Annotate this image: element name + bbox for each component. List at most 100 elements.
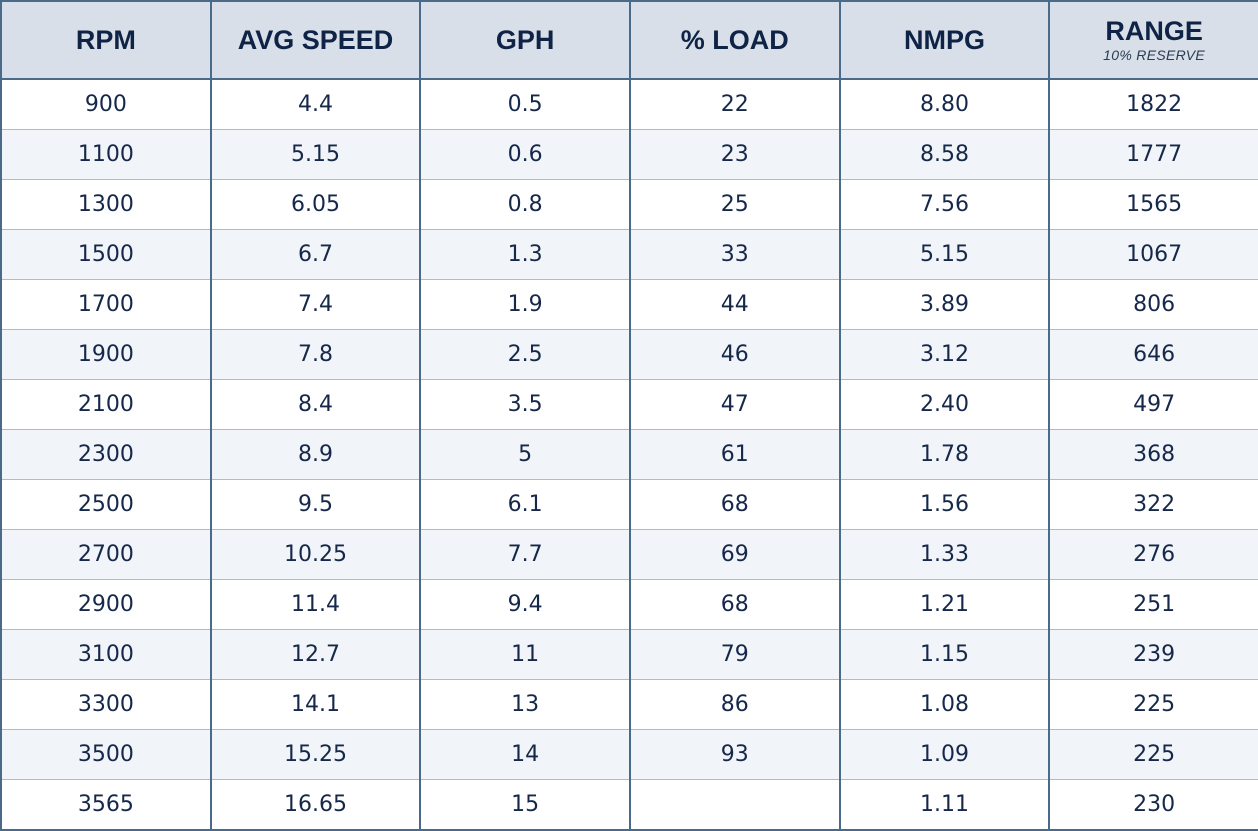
table-cell: 1.9 <box>419 279 631 330</box>
table-cell: 7.8 <box>209 329 422 380</box>
column-header-label: NMPG <box>903 24 985 55</box>
table-cell: 3500 <box>0 729 212 780</box>
table-cell: 3.12 <box>838 329 1051 380</box>
table-cell: 3.89 <box>838 279 1051 330</box>
table-cell: 1.15 <box>838 629 1051 680</box>
table-cell: 276 <box>1048 529 1258 580</box>
table-cell: 3565 <box>0 779 212 831</box>
table-row: 1500 6.7 1.3 33 5.15 1067 <box>0 229 1258 280</box>
table-cell: 4.4 <box>209 79 422 130</box>
table-cell: 806 <box>1048 279 1258 330</box>
table-cell: 11 <box>419 629 631 680</box>
table-cell: 93 <box>628 729 841 780</box>
table-cell: 2.40 <box>838 379 1051 430</box>
table-cell: 1700 <box>0 279 212 330</box>
table-cell: 0.6 <box>419 129 631 180</box>
column-header-load: % LOAD <box>628 0 841 80</box>
table-cell: 6.1 <box>419 479 631 530</box>
table-row: 2100 8.4 3.5 47 2.40 497 <box>0 379 1258 430</box>
table-cell: 322 <box>1048 479 1258 530</box>
table-cell: 8.58 <box>838 129 1051 180</box>
table-cell <box>628 779 841 831</box>
column-header-gph: GPH <box>419 0 631 80</box>
table-cell: 1500 <box>0 229 212 280</box>
table-cell: 61 <box>628 429 841 480</box>
header-row: RPM AVG SPEED GPH % LOAD NMPG RANGE 10% RESERV… <box>0 0 1258 80</box>
table-cell: 8.9 <box>209 429 422 480</box>
table-cell: 1822 <box>1048 79 1258 130</box>
table-row: 1100 5.15 0.6 23 8.58 1777 <box>0 129 1258 180</box>
table-cell: 23 <box>628 129 841 180</box>
table-cell: 11.4 <box>209 579 422 630</box>
table-cell: 79 <box>628 629 841 680</box>
table-row: 2500 9.5 6.1 68 1.56 322 <box>0 479 1258 530</box>
table-cell: 1.3 <box>419 229 631 280</box>
table-cell: 7.7 <box>419 529 631 580</box>
column-header-label: RPM <box>75 24 136 55</box>
table-cell: 1.56 <box>838 479 1051 530</box>
table-cell: 6.05 <box>209 179 422 230</box>
table-cell: 1.08 <box>838 679 1051 730</box>
table-cell: 900 <box>0 79 212 130</box>
table-row: 1700 7.4 1.9 44 3.89 806 <box>0 279 1258 330</box>
table-cell: 251 <box>1048 579 1258 630</box>
column-header-avg-speed: AVG SPEED <box>209 0 422 80</box>
column-header-label: AVG SPEED <box>237 24 394 55</box>
table-row: 2700 10.25 7.7 69 1.33 276 <box>0 529 1258 580</box>
table-cell: 1.33 <box>838 529 1051 580</box>
table-cell: 1100 <box>0 129 212 180</box>
column-header-label: % LOAD <box>680 24 789 55</box>
table-cell: 1.11 <box>838 779 1051 831</box>
column-header-label: RANGE <box>1105 16 1203 46</box>
column-header-nmpg: NMPG <box>838 0 1051 80</box>
table-cell: 7.4 <box>209 279 422 330</box>
table-cell: 9.4 <box>419 579 631 630</box>
table-cell: 86 <box>628 679 841 730</box>
table-cell: 1900 <box>0 329 212 380</box>
table-cell: 25 <box>628 179 841 230</box>
column-header-label: GPH <box>495 24 555 55</box>
table-cell: 239 <box>1048 629 1258 680</box>
table-row: 3565 16.65 15 1.11 230 <box>0 779 1258 831</box>
table-cell: 368 <box>1048 429 1258 480</box>
table-cell: 3300 <box>0 679 212 730</box>
column-header-range: RANGE 10% RESERVE <box>1048 0 1258 80</box>
table-cell: 2700 <box>0 529 212 580</box>
table-cell: 15.25 <box>209 729 422 780</box>
table-cell: 14.1 <box>209 679 422 730</box>
table-cell: 22 <box>628 79 841 130</box>
table-cell: 1300 <box>0 179 212 230</box>
table-cell: 0.5 <box>419 79 631 130</box>
table-row: 3500 15.25 14 93 1.09 225 <box>0 729 1258 780</box>
table-body: 900 4.4 0.5 22 8.80 1822 1100 5.15 0.6 23 8.58 1777… <box>0 79 1258 831</box>
table-cell: 68 <box>628 579 841 630</box>
table-cell: 69 <box>628 529 841 580</box>
table-cell: 14 <box>419 729 631 780</box>
table-cell: 9.5 <box>209 479 422 530</box>
table-cell: 8.4 <box>209 379 422 430</box>
table-cell: 497 <box>1048 379 1258 430</box>
table-cell: 2500 <box>0 479 212 530</box>
table-cell: 33 <box>628 229 841 280</box>
table-row: 2900 11.4 9.4 68 1.21 251 <box>0 579 1258 630</box>
table-cell: 1.21 <box>838 579 1051 630</box>
table-cell: 5 <box>419 429 631 480</box>
table-row: 900 4.4 0.5 22 8.80 1822 <box>0 79 1258 130</box>
table-cell: 3.5 <box>419 379 631 430</box>
table-row: 1900 7.8 2.5 46 3.12 646 <box>0 329 1258 380</box>
table-cell: 0.8 <box>419 179 631 230</box>
table-cell: 3100 <box>0 629 212 680</box>
table-header: RPM AVG SPEED GPH % LOAD NMPG RANGE 10% RESERV… <box>0 0 1258 80</box>
table-cell: 15 <box>419 779 631 831</box>
table-cell: 5.15 <box>838 229 1051 280</box>
table-cell: 230 <box>1048 779 1258 831</box>
column-header-sublabel: 10% RESERVE <box>1103 47 1206 63</box>
table-cell: 44 <box>628 279 841 330</box>
table-cell: 2300 <box>0 429 212 480</box>
table-cell: 16.65 <box>209 779 422 831</box>
table-row: 2300 8.9 5 61 1.78 368 <box>0 429 1258 480</box>
table-cell: 47 <box>628 379 841 430</box>
table-row: 1300 6.05 0.8 25 7.56 1565 <box>0 179 1258 230</box>
table-cell: 1.78 <box>838 429 1051 480</box>
